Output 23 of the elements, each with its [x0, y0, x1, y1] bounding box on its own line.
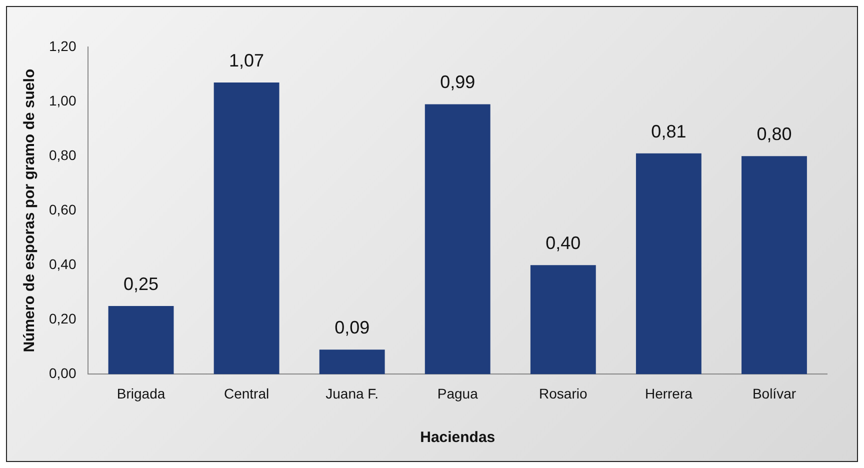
y-tick-label: 0,00: [49, 365, 76, 382]
data-label: 0,25: [123, 274, 159, 294]
data-label: 1,07: [229, 50, 264, 70]
y-axis-title: Número de esporas por gramo de suelo: [21, 68, 38, 352]
y-tick-label: 0,20: [49, 310, 76, 327]
x-tick-label: Central: [224, 385, 270, 402]
x-tick-label: Juana F.: [326, 385, 379, 402]
x-tick-label: Pagua: [437, 385, 478, 402]
x-axis-title: Haciendas: [420, 429, 496, 446]
data-label: 0,80: [756, 124, 792, 144]
data-label: 0,40: [546, 233, 581, 254]
y-tick-label: 1,20: [49, 38, 76, 54]
data-label: 0,81: [651, 121, 686, 142]
y-tick-label: 0,80: [49, 146, 76, 163]
x-tick-label: Herrera: [644, 385, 693, 402]
y-tick-label: 0,60: [49, 201, 76, 218]
x-tick-label: Bolívar: [752, 385, 796, 402]
x-tick-label: Brigada: [116, 385, 166, 402]
y-tick-label: 0,40: [49, 256, 76, 272]
x-tick-label: Rosario: [539, 385, 588, 402]
data-label: 0,09: [334, 318, 370, 338]
data-label: 0,99: [440, 72, 476, 92]
y-tick-label: 1,00: [49, 92, 76, 108]
